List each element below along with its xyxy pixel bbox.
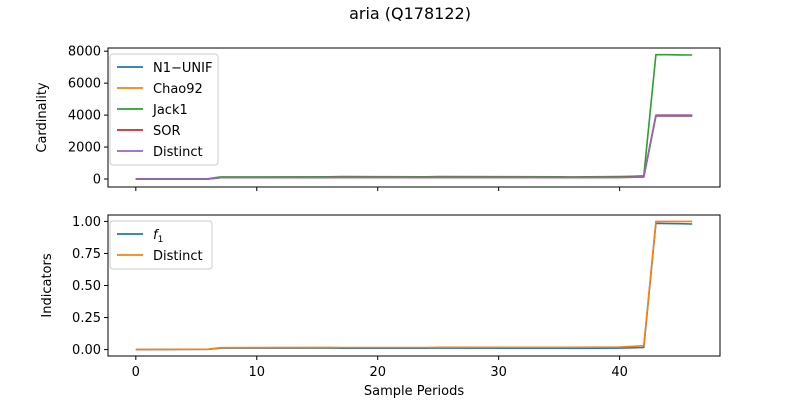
legend-label: Distinct — [153, 145, 203, 160]
legend-label: f1 — [153, 228, 163, 245]
y-tick-label: 0.25 — [72, 311, 101, 326]
legend-label: Chao92 — [153, 82, 203, 97]
y-axis-label: Indicators — [40, 253, 55, 317]
y-tick-label: 1.00 — [72, 215, 101, 230]
figure-title: aria (Q178122) — [349, 4, 471, 23]
y-tick-label: 0 — [93, 173, 101, 188]
x-tick-label: 20 — [369, 365, 386, 380]
y-tick-label: 8000 — [68, 45, 101, 60]
series-line-distinct — [135, 114, 693, 180]
series-line-distinct — [135, 220, 693, 351]
chart-panel-2: 0 10 20 30 40 0.00 0.25 0.50 0.75 1.00 Indicators S… — [40, 214, 721, 399]
legend-label: Jack1 — [152, 103, 188, 118]
legend-label: SOR — [153, 124, 181, 139]
x-tick-label: 10 — [248, 365, 265, 380]
x-axis-label: Sample Periods — [364, 384, 464, 399]
chart-panel-1: 0 2000 4000 6000 8000 Cardinality N1−UNIF Chao9… — [35, 45, 721, 191]
legend-box — [109, 53, 219, 166]
x-tick-label: 40 — [611, 365, 628, 380]
y-tick-label: 4000 — [68, 109, 101, 124]
y-tick-label: 0.75 — [72, 247, 101, 262]
y-tick-label: 2000 — [68, 141, 101, 156]
legend-label: Distinct — [153, 249, 203, 264]
plot-frame — [107, 47, 721, 188]
y-tick-label: 6000 — [68, 77, 101, 92]
y-tick-label: 0.00 — [72, 343, 101, 358]
x-tick-label: 0 — [132, 365, 140, 380]
y-tick-label: 0.50 — [72, 279, 101, 294]
x-tick-label: 30 — [490, 365, 507, 380]
legend-box — [109, 220, 213, 270]
legend-label: N1−UNIF — [153, 61, 212, 76]
y-axis-label: Cardinality — [35, 82, 50, 153]
